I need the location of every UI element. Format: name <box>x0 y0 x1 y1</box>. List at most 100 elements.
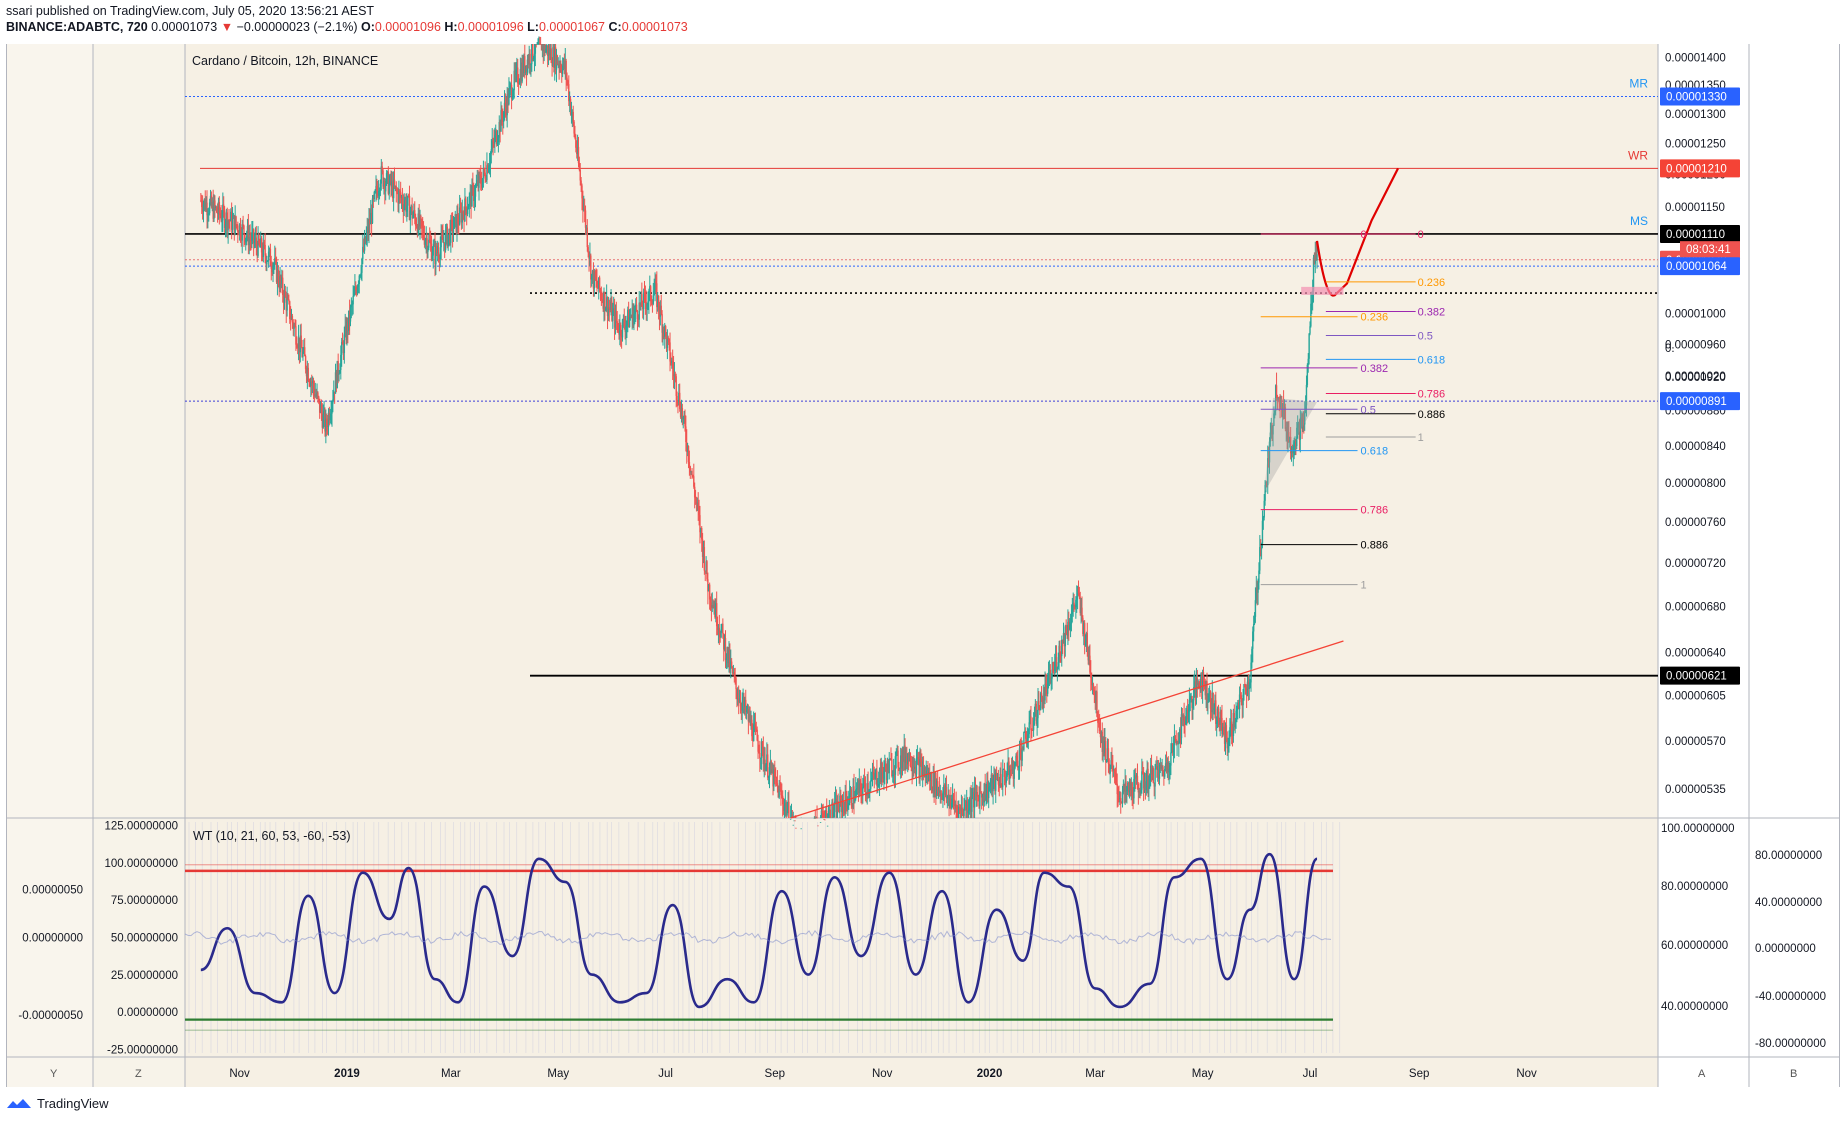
candle-body <box>945 786 948 799</box>
candle-body <box>987 781 989 799</box>
candle-body <box>923 766 926 777</box>
candle-body <box>546 45 548 49</box>
candle-body <box>535 44 537 45</box>
candle-body <box>487 165 489 173</box>
candle-body <box>568 84 570 102</box>
corner-a: A <box>1698 1068 1706 1080</box>
candle-body <box>441 235 443 237</box>
candle-body <box>628 317 631 328</box>
candle-body <box>686 446 689 452</box>
candle-body <box>742 697 744 703</box>
candle-body <box>220 214 222 221</box>
candle-body <box>520 69 522 82</box>
candle-body <box>224 224 227 228</box>
candle-body <box>1291 452 1294 454</box>
candle-body <box>1243 684 1245 695</box>
candle-body <box>1229 727 1231 739</box>
candle-body <box>379 183 382 191</box>
candle-body <box>306 367 309 377</box>
candle-body <box>1116 783 1118 795</box>
candle-body <box>751 719 753 737</box>
candle-body <box>936 781 939 791</box>
osc-right-tick-a: 40.00000000 <box>1661 1001 1728 1013</box>
candle-body <box>1082 617 1084 634</box>
candle-body <box>708 584 711 600</box>
candle-body <box>970 796 972 812</box>
candle-body <box>320 405 323 414</box>
candle-body <box>431 255 434 260</box>
candle-body <box>333 391 336 394</box>
candle-body <box>1126 786 1128 791</box>
candle-body <box>698 509 700 516</box>
candle-body <box>924 766 927 778</box>
candle-body <box>750 719 752 725</box>
countdown-box <box>1680 241 1740 258</box>
candle-body <box>716 626 719 630</box>
candle-body <box>1192 700 1194 708</box>
candle-body <box>1065 626 1067 634</box>
candle-body <box>1266 483 1268 486</box>
candle-body <box>644 293 647 303</box>
candle-body <box>207 214 209 216</box>
candle-body <box>1034 703 1037 716</box>
candle-body <box>1165 763 1168 772</box>
candle-body <box>1261 520 1264 544</box>
candle-body <box>462 211 464 215</box>
candle-body <box>684 414 686 427</box>
candle-body <box>1188 699 1191 712</box>
candle-body <box>640 294 642 306</box>
candle-body <box>1049 670 1052 684</box>
candle-body <box>1054 657 1057 663</box>
osc-right-tick-b: -40.00000000 <box>1755 991 1826 1003</box>
candle-body <box>200 200 202 202</box>
candle-body <box>1154 768 1156 787</box>
candle-body <box>1177 741 1179 745</box>
candle-body <box>833 812 835 818</box>
candle-body <box>787 801 789 811</box>
candle-body <box>766 754 768 765</box>
candle-body <box>323 411 325 415</box>
candle-body <box>1145 781 1147 791</box>
candle-body <box>463 214 465 222</box>
candle-body <box>490 149 493 154</box>
candle-body <box>409 210 412 221</box>
candle-body <box>740 706 743 711</box>
candle-body <box>232 215 235 219</box>
level-note: MR <box>1629 76 1648 90</box>
candle-body <box>788 801 790 818</box>
candle-body <box>1059 645 1061 655</box>
wave-signal-line <box>184 930 1332 946</box>
candle-body <box>792 824 794 826</box>
y-tick-label: 0.00000720 <box>1665 558 1726 570</box>
candle-body <box>377 190 379 196</box>
candle-body <box>1205 681 1207 696</box>
candle-body <box>407 195 409 206</box>
close-value: 0.00001073 <box>621 20 688 34</box>
candle-body <box>1098 722 1101 732</box>
candle-body <box>1066 633 1068 636</box>
candle-body <box>1039 693 1042 711</box>
candle-body <box>216 212 219 214</box>
candle-body <box>1297 422 1300 424</box>
candle-body <box>1208 693 1210 702</box>
candle-body <box>967 810 970 814</box>
tradingview-logo[interactable]: TradingView <box>6 1096 109 1111</box>
candle-body <box>361 258 363 273</box>
candle-body <box>503 102 506 113</box>
candle-body <box>1268 441 1271 463</box>
candle-body <box>1024 731 1027 739</box>
candle-body <box>1255 587 1258 601</box>
candle-body <box>869 788 871 790</box>
candle-body <box>620 324 622 337</box>
candle-body <box>271 268 273 273</box>
candle-body <box>436 245 438 254</box>
candle-body <box>1171 743 1173 753</box>
candle-body <box>1253 616 1256 625</box>
candle-body <box>281 277 283 284</box>
candle-body <box>270 265 272 269</box>
candle-body <box>598 277 601 290</box>
candle-body <box>977 795 979 797</box>
candle-body <box>295 326 297 345</box>
candle-body <box>1031 730 1033 731</box>
